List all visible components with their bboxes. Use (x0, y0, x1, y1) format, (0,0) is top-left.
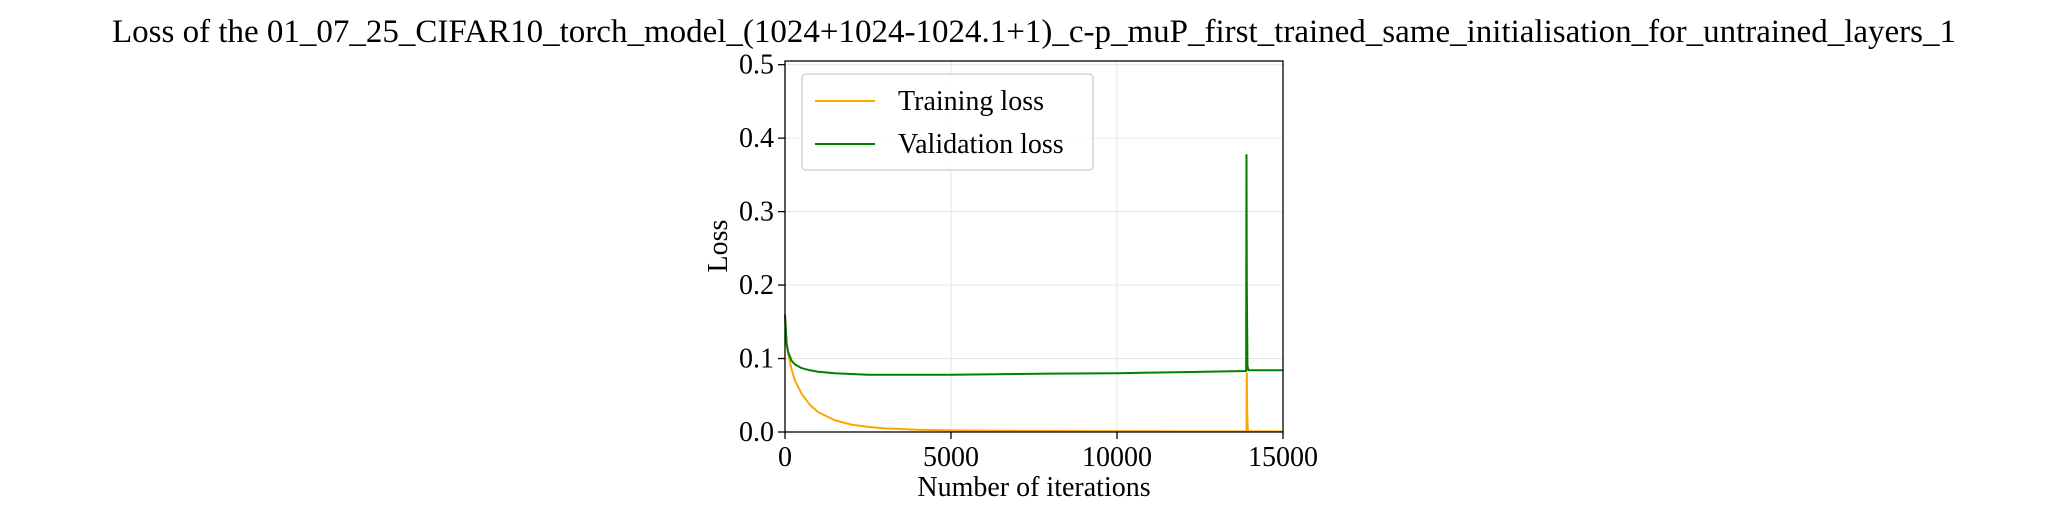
series-line-validation-loss (784, 154, 1283, 376)
x-tick-label: 15000 (1248, 442, 1318, 473)
y-tick-label: 0.0 (739, 417, 774, 448)
plot-frame (784, 60, 1284, 433)
series-line-training-loss (784, 318, 1284, 433)
y-tick-label: 0.1 (739, 344, 774, 375)
y-tick-label: 0.4 (739, 123, 774, 154)
y-tick-label: 0.3 (739, 197, 774, 228)
legend-box (801, 73, 1094, 171)
x-tick-label: 10000 (1082, 442, 1152, 473)
y-axis-label: Loss (703, 220, 734, 273)
legend: Training loss Validation loss (801, 73, 1094, 171)
chart-title: Loss of the 01_07_25_CIFAR10_torch_model… (112, 14, 1956, 50)
x-axis-label: Number of iterations (917, 472, 1150, 503)
axis-ticks: 0 5000 10000 15000 0.0 0.1 0.2 0.3 0.4 0.5 (739, 50, 1318, 473)
y-tick-label: 0.2 (739, 270, 774, 301)
x-tick-label: 0 (778, 442, 792, 473)
series-lines (784, 154, 1284, 433)
legend-label-validation: Validation loss (898, 129, 1064, 160)
y-tick-label: 0.5 (739, 50, 774, 81)
x-tick-label: 5000 (923, 442, 979, 473)
legend-label-training: Training loss (898, 86, 1044, 117)
